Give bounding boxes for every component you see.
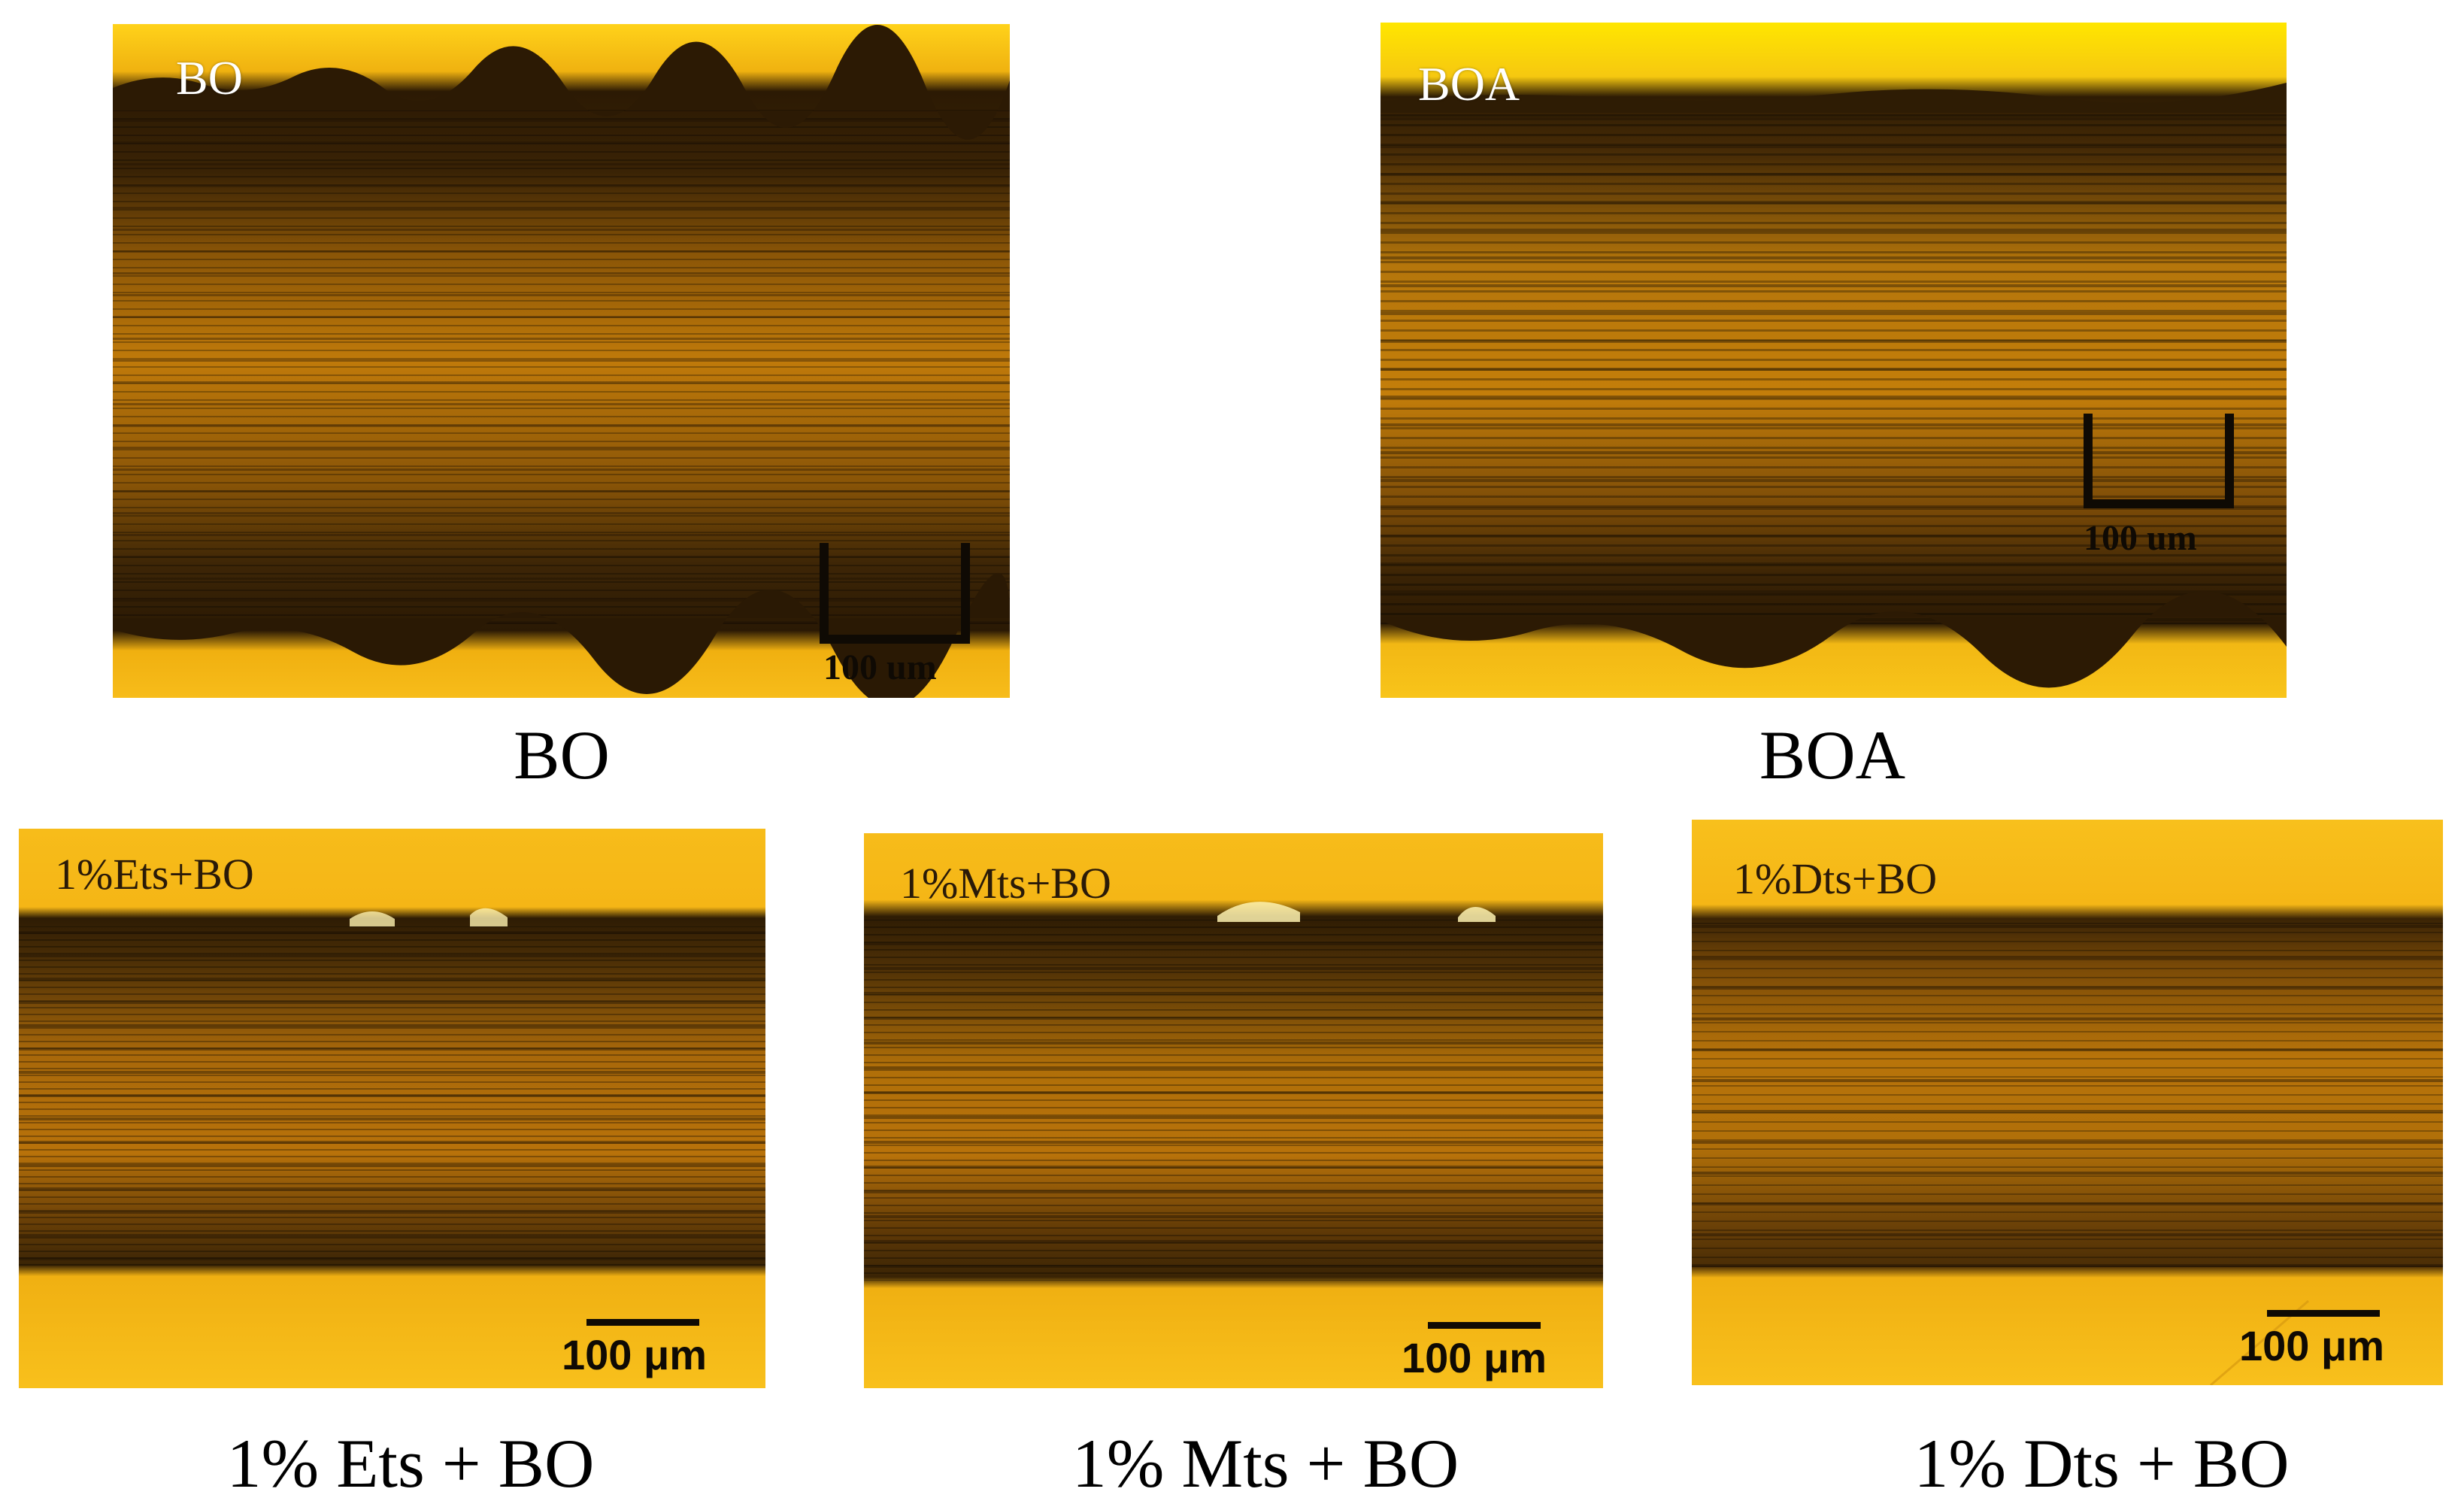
inset-label: 1%Dts+BO	[1733, 854, 1938, 903]
micrograph-mts-bo: 1%Mts+BO 100 μm	[864, 833, 1603, 1388]
micrograph-bo: BO 100 um	[113, 24, 1010, 698]
inset-label: BO	[176, 51, 243, 105]
micrograph-boa: BOA 100 um	[1381, 23, 2287, 698]
panel-caption: BOA	[1759, 717, 1906, 793]
scale-bar	[2084, 414, 2234, 508]
scale-bar	[2267, 1310, 2380, 1317]
inset-label: 1%Mts+BO	[900, 859, 1111, 908]
panel-caption: 1% Mts + BO	[1071, 1425, 1459, 1502]
scale-bar	[586, 1319, 699, 1326]
scale-bar-label: 100 um	[2084, 518, 2197, 558]
panel-caption: 1% Dts + BO	[1914, 1425, 2290, 1502]
scale-bar-label: 100 um	[823, 647, 937, 687]
panel-caption: 1% Ets + BO	[226, 1425, 595, 1502]
micrograph-ets-bo: 1%Ets+BO 100 μm	[19, 829, 765, 1388]
panel-caption: BO	[514, 717, 610, 793]
inset-label: BOA	[1418, 57, 1520, 111]
wear-scar-image-dts	[1692, 820, 2443, 1385]
scale-bar	[1428, 1322, 1541, 1329]
scale-bar	[820, 543, 970, 644]
scale-bar-label: 100 μm	[562, 1331, 708, 1378]
wear-scar-image-ets	[19, 829, 765, 1388]
micrograph-dts-bo: 1%Dts+BO 100 μm	[1692, 820, 2443, 1385]
inset-label: 1%Ets+BO	[55, 850, 254, 899]
scale-bar-label: 100 μm	[2239, 1322, 2385, 1369]
scale-bar-label: 100 μm	[1402, 1334, 1547, 1381]
wear-scar-image-bo	[113, 24, 1010, 698]
wear-scar-image-boa	[1381, 23, 2287, 698]
wear-scar-image-mts	[864, 833, 1603, 1388]
